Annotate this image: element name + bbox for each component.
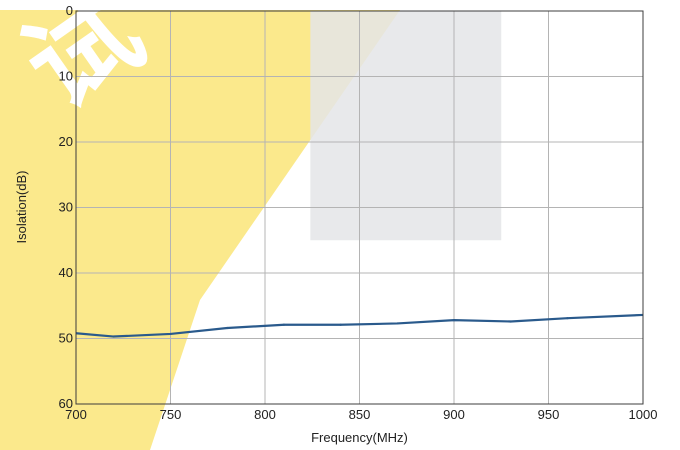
y-tick-label: 40: [59, 265, 73, 280]
x-axis-title: Frequency(MHz): [311, 430, 408, 445]
x-tick-label: 950: [538, 407, 560, 422]
x-tick-label: 850: [349, 407, 371, 422]
series-point: [112, 335, 115, 338]
series-point: [339, 323, 342, 326]
x-tick-label: 900: [443, 407, 465, 422]
x-tick-label: 750: [160, 407, 182, 422]
series-point: [396, 322, 399, 325]
y-axis-title: Isolation(dB): [14, 171, 29, 244]
y-tick-label: 50: [59, 331, 73, 346]
series-point: [282, 323, 285, 326]
series-point: [452, 319, 456, 322]
x-tick-label: 700: [65, 407, 87, 422]
plot-frame: [75, 10, 644, 405]
series-point: [169, 332, 172, 336]
y-tick-label: 20: [59, 134, 73, 149]
y-tick-label: 30: [59, 200, 73, 215]
y-tick-label: 10: [59, 69, 73, 84]
series-point: [226, 326, 229, 330]
y-tick-label: 0: [66, 3, 73, 18]
y-tick-label: 60: [59, 396, 73, 411]
series-point: [566, 317, 569, 320]
series-point: [509, 320, 512, 323]
highlight-band: [310, 11, 502, 241]
x-tick-label: 1000: [629, 407, 658, 422]
x-tick-label: 800: [254, 407, 276, 422]
watermark-band: [0, 10, 400, 450]
watermark: 试: [0, 10, 400, 450]
